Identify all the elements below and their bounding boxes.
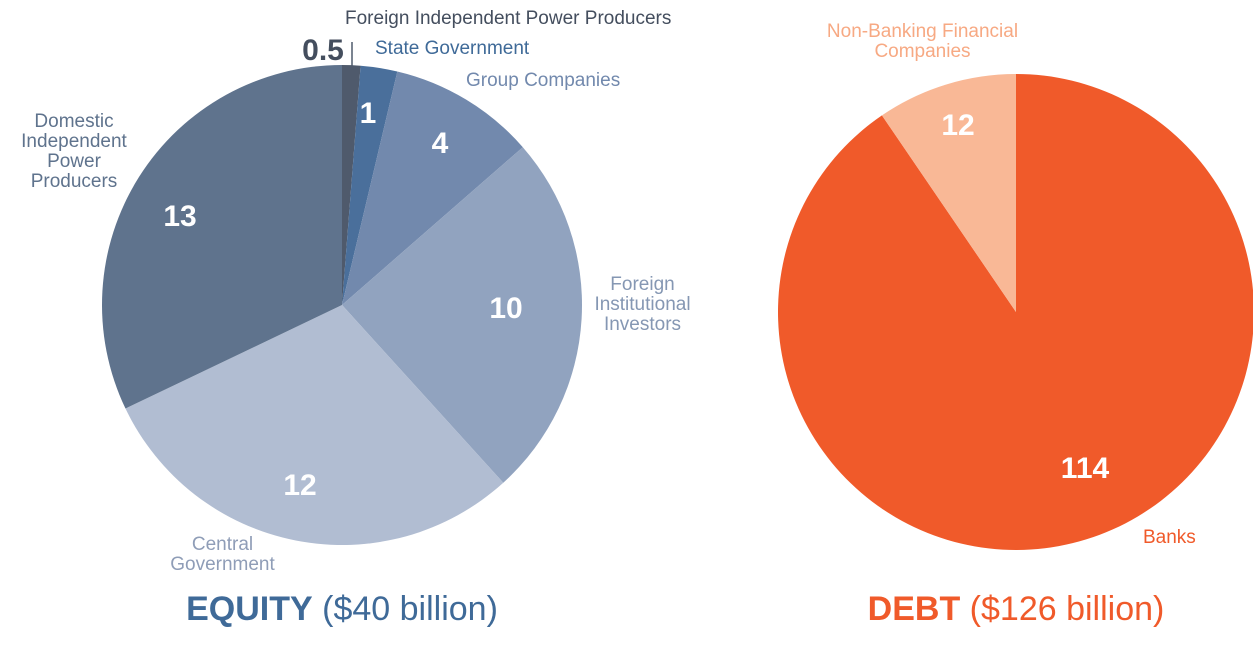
value-label: 12: [283, 469, 316, 502]
category-label: Central Government: [170, 534, 275, 575]
category-label: Non-Banking Financial Companies: [826, 21, 1019, 62]
chart-title: DEBT: [867, 590, 961, 628]
value-label: 12: [941, 109, 974, 142]
pie-slice: [342, 147, 583, 483]
pie-slice: [125, 305, 504, 546]
pie-slice: [342, 65, 398, 305]
pie-slice: [342, 65, 361, 305]
value-label: 0.5: [302, 34, 344, 67]
pie-slice: [101, 65, 342, 409]
category-label: Banks: [1143, 527, 1196, 548]
value-label: 13: [163, 200, 196, 233]
value-label: 4: [432, 127, 449, 160]
value-label: 114: [1061, 452, 1110, 485]
value-label: 10: [489, 292, 522, 325]
pie-slice: [778, 74, 1253, 550]
pie-slice: [342, 71, 523, 305]
chart-title-block: DEBT ($126 billion): [766, 590, 1253, 629]
chart-title: EQUITY: [186, 590, 313, 628]
category-label: State Government: [375, 38, 530, 59]
category-label: Domestic Independent Power Producers: [21, 111, 127, 192]
chart-title-block: EQUITY ($40 billion): [92, 590, 592, 629]
category-label: Foreign Institutional Investors: [594, 274, 691, 335]
chart-subtitle: ($40 billion): [322, 590, 498, 628]
category-label: Group Companies: [466, 70, 621, 91]
pie-slice: [881, 74, 1016, 312]
chart-subtitle: ($126 billion): [969, 590, 1165, 628]
category-label: Foreign Independent Power Producers: [345, 8, 672, 29]
value-label: 1: [360, 97, 377, 130]
